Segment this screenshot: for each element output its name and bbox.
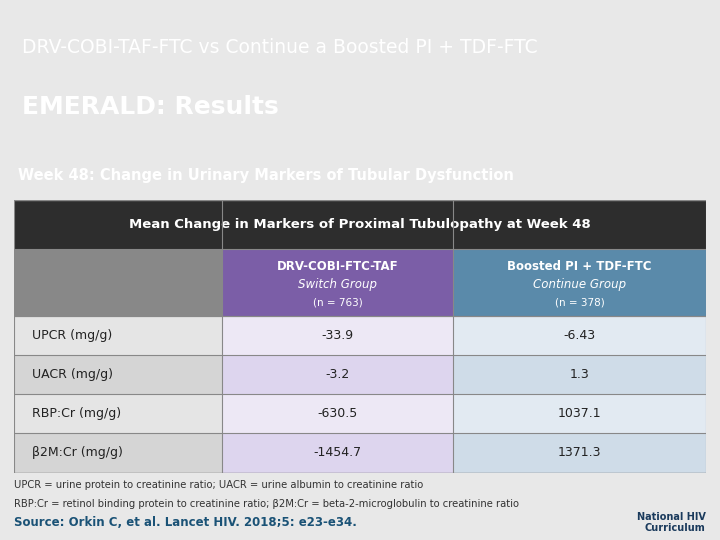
Bar [454,394,706,433]
Text: UACR (mg/g): UACR (mg/g) [32,368,113,381]
Text: UPCR = urine protein to creatinine ratio; UACR = urine albumin to creatinine rat: UPCR = urine protein to creatinine ratio… [14,480,423,490]
Text: Boosted PI + TDF-FTC: Boosted PI + TDF-FTC [507,260,652,273]
Text: DRV-COBI-TAF-FTC vs Continue a Boosted PI + TDF-FTC: DRV-COBI-TAF-FTC vs Continue a Boosted P… [22,38,537,57]
Text: -1454.7: -1454.7 [313,447,361,460]
Bar [14,433,222,472]
Text: Mean Change in Markers of Proximal Tubulopathy at Week 48: Mean Change in Markers of Proximal Tubul… [129,218,591,231]
Bar [222,433,454,472]
Text: -3.2: -3.2 [325,368,350,381]
Text: β2M:Cr (mg/g): β2M:Cr (mg/g) [32,447,122,460]
Text: RBP:Cr = retinol binding protein to creatinine ratio; β2M:Cr = beta-2-microglobu: RBP:Cr = retinol binding protein to crea… [14,498,519,509]
Bar [14,200,706,249]
Text: DRV-COBI-FTC-TAF: DRV-COBI-FTC-TAF [276,260,398,273]
Bar [222,355,454,394]
Text: (n = 763): (n = 763) [312,298,362,307]
Text: EMERALD: Results: EMERALD: Results [22,95,279,119]
Bar [454,355,706,394]
Text: Continue Group: Continue Group [533,279,626,292]
Text: 1.3: 1.3 [570,368,590,381]
Text: (n = 378): (n = 378) [554,298,604,307]
Bar [454,316,706,355]
Bar [222,249,454,316]
Bar [222,316,454,355]
Text: 1037.1: 1037.1 [558,407,601,420]
Text: -33.9: -33.9 [321,329,354,342]
Bar [454,249,706,316]
Bar [454,433,706,472]
Text: -6.43: -6.43 [563,329,595,342]
Text: -630.5: -630.5 [318,407,358,420]
Bar [14,355,222,394]
Bar [14,394,222,433]
Text: Source: Orkin C, et al. Lancet HIV. 2018;5: e23-e34.: Source: Orkin C, et al. Lancet HIV. 2018… [14,516,357,529]
Bar [222,394,454,433]
Text: UPCR (mg/g): UPCR (mg/g) [32,329,112,342]
Text: National HIV
Curriculum: National HIV Curriculum [636,512,706,534]
Bar [14,249,222,316]
Text: Week 48: Change in Urinary Markers of Tubular Dysfunction: Week 48: Change in Urinary Markers of Tu… [18,168,514,183]
Text: RBP:Cr (mg/g): RBP:Cr (mg/g) [32,407,121,420]
Bar [14,316,222,355]
Text: Switch Group: Switch Group [298,279,377,292]
Text: 1371.3: 1371.3 [558,447,601,460]
